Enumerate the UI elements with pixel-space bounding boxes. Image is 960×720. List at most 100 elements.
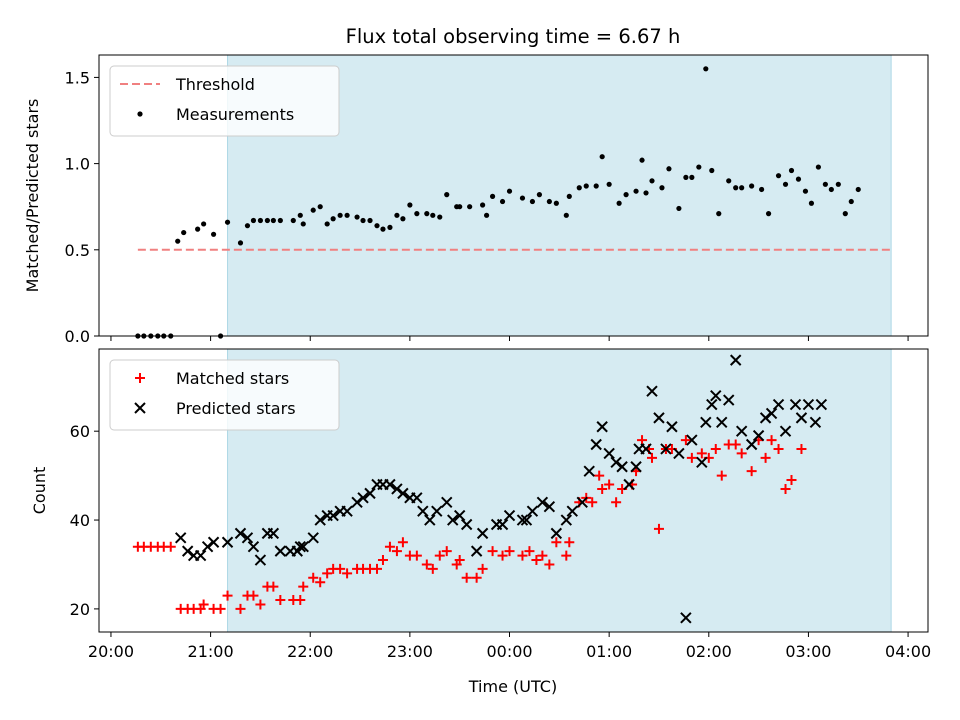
data-point (828, 186, 834, 193)
x-tick-label: 01:00 (586, 642, 632, 661)
data-point (467, 204, 473, 210)
data-point (696, 164, 702, 170)
data-point (244, 223, 251, 229)
data-point (407, 202, 413, 208)
data-point (476, 527, 489, 540)
data-point (703, 66, 709, 72)
data-point (499, 198, 506, 205)
data-point (264, 217, 270, 224)
data-point (391, 483, 403, 495)
data-point (437, 214, 443, 220)
data-point (391, 546, 402, 557)
data-point (666, 166, 672, 172)
data-point (322, 568, 333, 579)
legend: Threshold Measurements (109, 65, 340, 137)
legend: Matched stars Predicted stars (109, 359, 340, 431)
data-point (566, 193, 572, 199)
panel-count: 20:00 21:00 22:00 23:00 00:00 01:00 02:00 03:00… (30, 348, 931, 661)
y-tick-label: 20 (70, 600, 90, 619)
data-point (307, 532, 319, 544)
data-point (503, 509, 516, 522)
data-point (460, 518, 473, 531)
legend-label: Matched stars (176, 369, 289, 388)
data-point (430, 212, 436, 218)
data-point (716, 416, 728, 429)
data-point (210, 231, 217, 237)
data-point (270, 217, 276, 224)
data-point (397, 537, 408, 548)
data-point (689, 174, 695, 180)
y-tick-label: 1.0 (65, 155, 90, 174)
data-point (201, 540, 214, 553)
data-point (483, 212, 490, 218)
data-point (583, 465, 595, 477)
data-point (519, 195, 526, 201)
data-point (421, 559, 432, 570)
data-point (222, 590, 233, 601)
panel-ratio: 0.0 0.5 1.0 1.5 Matched/Predicted stars Thres… (23, 54, 929, 346)
data-point (551, 537, 562, 548)
data-point (453, 509, 466, 522)
data-point (441, 546, 452, 557)
data-point (198, 599, 209, 610)
data-point (594, 470, 605, 481)
data-point (221, 536, 234, 548)
data-point (447, 514, 459, 526)
data-point (194, 549, 207, 562)
data-point (765, 211, 772, 217)
data-point (496, 518, 509, 531)
data-point (710, 443, 721, 454)
data-point (616, 200, 622, 206)
data-point (215, 603, 226, 614)
data-point (686, 452, 697, 463)
data-point (335, 563, 346, 574)
data-point (224, 219, 231, 225)
data-point (195, 226, 201, 232)
data-point (537, 550, 548, 561)
data-point (431, 505, 443, 517)
data-point (497, 550, 508, 561)
data-point (736, 448, 747, 459)
series-1 (174, 354, 828, 624)
y-axis-label: Count (30, 467, 49, 515)
data-point (207, 536, 220, 548)
data-point (315, 577, 326, 588)
data-point (623, 478, 635, 491)
data-point (583, 183, 589, 189)
data-point (576, 496, 588, 508)
legend-swatch (137, 111, 143, 117)
data-point (653, 412, 665, 424)
data-point (414, 211, 420, 217)
data-point (344, 212, 350, 218)
data-point (726, 178, 732, 184)
data-point (680, 435, 691, 446)
y-tick-label: 40 (70, 511, 90, 530)
data-point (254, 554, 267, 566)
data-point (300, 221, 306, 227)
data-point (520, 514, 533, 526)
data-point (268, 581, 279, 592)
data-point (590, 438, 602, 451)
data-point (752, 429, 765, 442)
data-point (640, 443, 652, 455)
data-point (616, 461, 628, 473)
data-point (457, 204, 463, 210)
data-point (606, 181, 612, 187)
data-point (175, 238, 181, 244)
data-point (247, 540, 260, 553)
data-point (454, 555, 465, 566)
data-point (360, 217, 366, 224)
data-point (330, 216, 336, 222)
data-point (716, 211, 722, 217)
data-point (441, 496, 453, 508)
data-point (659, 185, 665, 191)
data-point (351, 496, 363, 508)
data-point (676, 205, 682, 212)
legend-box (109, 359, 340, 431)
x-tick-label: 02:00 (686, 642, 732, 661)
data-point (745, 438, 758, 451)
chart-title: Flux total observing time = 6.67 h (346, 25, 681, 48)
data-point (237, 240, 244, 246)
data-point (290, 217, 296, 224)
data-point (377, 555, 388, 566)
